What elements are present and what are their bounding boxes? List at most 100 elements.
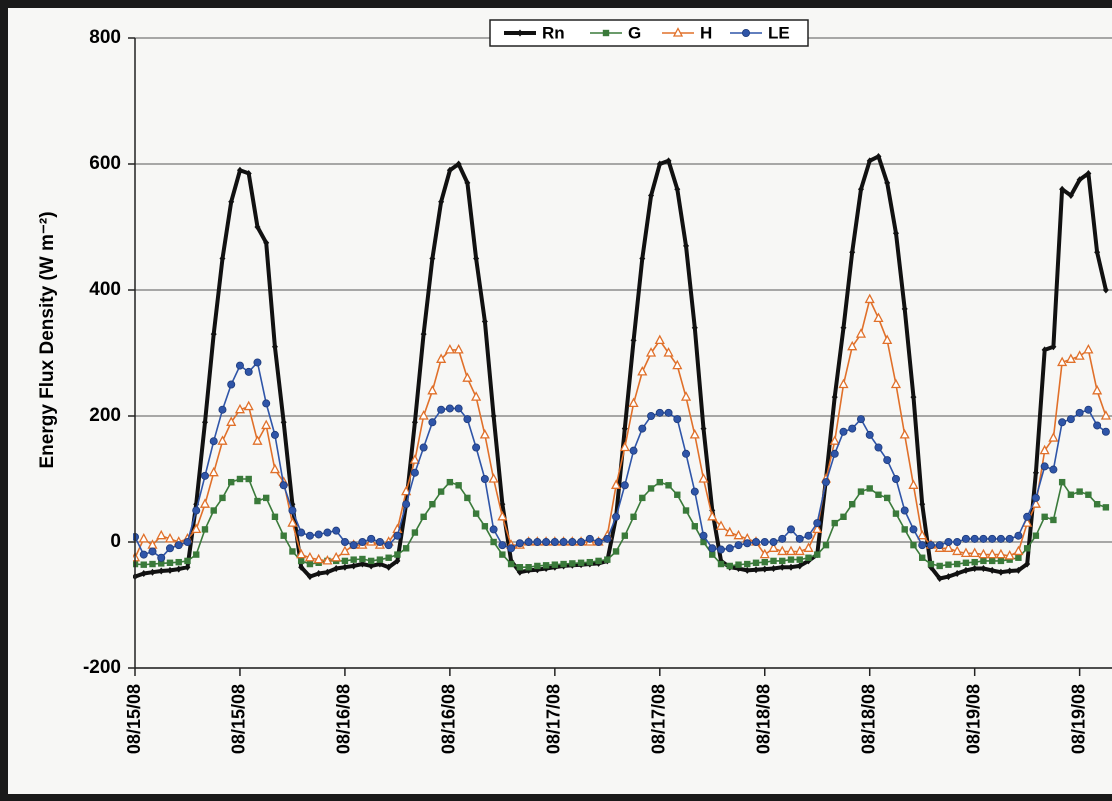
point xyxy=(1058,478,1066,486)
point xyxy=(490,538,497,546)
point xyxy=(805,554,812,561)
point xyxy=(864,293,875,304)
point xyxy=(192,506,201,515)
point xyxy=(610,479,622,489)
point xyxy=(980,564,987,572)
point xyxy=(630,513,637,520)
point xyxy=(140,561,147,568)
point xyxy=(516,564,524,571)
point xyxy=(918,541,927,550)
point xyxy=(436,353,447,363)
point xyxy=(715,520,727,530)
point xyxy=(742,28,751,37)
point xyxy=(743,539,752,548)
point xyxy=(1006,556,1013,563)
point xyxy=(297,528,306,537)
point xyxy=(960,547,972,557)
point xyxy=(733,529,744,540)
point xyxy=(962,559,970,566)
x-tick-label: 08/16/08 xyxy=(439,684,459,754)
point xyxy=(489,525,498,534)
point xyxy=(437,405,446,414)
point xyxy=(236,166,243,174)
point xyxy=(910,541,917,549)
point xyxy=(839,427,848,436)
point xyxy=(279,481,288,490)
point xyxy=(997,557,1005,565)
point xyxy=(184,563,191,571)
point xyxy=(341,557,349,565)
point xyxy=(1066,415,1075,424)
point xyxy=(689,429,700,439)
point xyxy=(1084,405,1093,414)
y-tick-label: 400 xyxy=(89,279,121,300)
point xyxy=(997,568,1004,576)
point xyxy=(550,538,559,547)
point xyxy=(840,324,847,332)
point xyxy=(288,506,297,515)
point xyxy=(779,557,786,565)
point xyxy=(969,547,980,557)
point xyxy=(752,538,761,547)
point xyxy=(228,198,235,206)
point xyxy=(971,558,978,566)
point xyxy=(927,560,935,568)
point xyxy=(245,475,252,483)
line xyxy=(134,478,1107,568)
point xyxy=(989,566,996,574)
point xyxy=(908,479,919,489)
point xyxy=(944,538,953,547)
point xyxy=(402,500,411,509)
point xyxy=(884,179,891,187)
point xyxy=(333,564,340,572)
point xyxy=(735,561,742,568)
point xyxy=(682,449,691,458)
point xyxy=(339,545,351,556)
point xyxy=(331,551,342,562)
point xyxy=(385,554,392,561)
point xyxy=(724,526,735,537)
y-tick-label: 0 xyxy=(110,531,121,552)
point xyxy=(261,419,272,430)
point xyxy=(917,529,928,540)
point xyxy=(263,239,270,247)
point xyxy=(473,255,480,262)
y-tick-label: -200 xyxy=(83,657,121,678)
point xyxy=(577,559,585,566)
point xyxy=(1005,534,1014,543)
point xyxy=(1040,462,1049,471)
point xyxy=(322,555,333,565)
point xyxy=(639,494,646,502)
point xyxy=(175,565,182,573)
point xyxy=(280,418,287,426)
legend-label: G xyxy=(628,23,641,42)
point xyxy=(1031,493,1040,502)
point xyxy=(1013,545,1024,556)
point xyxy=(305,531,314,540)
point xyxy=(970,534,979,543)
point xyxy=(350,562,357,570)
point xyxy=(418,410,429,420)
point xyxy=(987,548,998,559)
point xyxy=(409,454,420,464)
point xyxy=(952,545,963,556)
point xyxy=(980,557,987,565)
point xyxy=(394,557,401,565)
point xyxy=(191,523,202,534)
point xyxy=(411,529,419,536)
point xyxy=(691,324,698,332)
point xyxy=(507,544,516,553)
point xyxy=(664,408,673,417)
point xyxy=(865,430,874,439)
point xyxy=(1059,185,1066,193)
point xyxy=(691,523,698,530)
point xyxy=(630,336,637,344)
point xyxy=(140,570,147,577)
point xyxy=(420,513,427,520)
point xyxy=(429,501,436,508)
point xyxy=(752,559,760,566)
point xyxy=(289,548,296,555)
point xyxy=(243,400,254,411)
point xyxy=(700,538,707,546)
point xyxy=(480,474,489,483)
